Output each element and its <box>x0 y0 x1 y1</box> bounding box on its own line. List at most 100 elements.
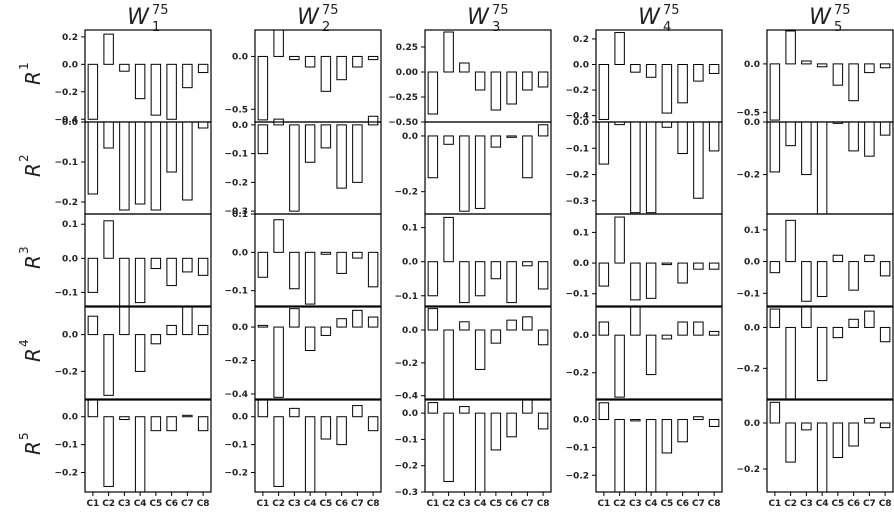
bar-c4 <box>645 64 657 78</box>
bar-c7 <box>864 254 875 263</box>
y-tick-label: −0.1 <box>566 290 589 300</box>
panel-r1-c3: 0.25 0.00 −0.25 −0.50 <box>388 29 552 128</box>
bar-c7 <box>693 416 704 421</box>
x-tick-label-c5: C5 <box>489 499 502 509</box>
bar-c1 <box>257 399 269 418</box>
y-tick-label: −0.4 <box>566 112 589 122</box>
y-tick-label: 0.1 <box>402 224 418 234</box>
x-tick-label-c7: C7 <box>521 499 534 509</box>
bar-c5 <box>150 63 162 116</box>
bar-c3 <box>801 261 812 302</box>
panel-frame <box>766 213 894 307</box>
row-title-sup-1: 1 <box>17 62 31 70</box>
panel-r3-c4: 0.1 0.0 −0.1 <box>566 213 723 307</box>
bar-c5 <box>661 64 673 114</box>
bar-c2 <box>103 33 114 65</box>
panel-r4-c2: 0.0 −0.2 −0.4 <box>225 306 382 400</box>
bar-c6 <box>848 422 859 447</box>
panel-frame <box>424 306 552 400</box>
x-tick-label-c3: C3 <box>288 499 301 509</box>
y-tick-label: 0.0 <box>573 61 589 71</box>
panel-r3-c3: 0.1 0.0 −0.1 <box>395 213 552 307</box>
panel-frame <box>766 399 894 493</box>
bar-c1 <box>598 321 610 336</box>
bar-c7 <box>522 316 533 331</box>
y-tick-label: −0.1 <box>225 287 248 297</box>
bar-c6 <box>677 64 688 104</box>
bar-c1 <box>769 121 781 173</box>
x-tick-label-c8: C8 <box>879 499 892 509</box>
y-tick-label: −0.2 <box>566 86 589 96</box>
bar-c7 <box>522 261 533 267</box>
bar-c1 <box>427 135 439 179</box>
bar-c2 <box>614 419 625 493</box>
row-title-sup-3: 3 <box>17 246 31 254</box>
bar-c3 <box>459 321 470 331</box>
bar-c3 <box>630 262 641 301</box>
bar-c5 <box>832 254 844 263</box>
y-tick-label: −0.3 <box>566 197 589 207</box>
y-tick-label: −0.2 <box>395 359 418 369</box>
bar-c4 <box>645 121 657 214</box>
bar-c1 <box>769 261 781 274</box>
y-tick-label: 0.0 <box>62 331 78 341</box>
bar-c5 <box>661 262 673 266</box>
y-tick-label: 0.0 <box>744 258 760 268</box>
x-tick-label-c6: C6 <box>847 499 860 509</box>
bar-c7 <box>182 121 193 201</box>
y-tick-label: −0.5 <box>737 108 760 118</box>
column-title-sup-1: 75 <box>152 3 169 18</box>
bar-c8 <box>367 416 379 432</box>
bar-c4 <box>304 416 316 493</box>
bar-c4 <box>134 334 146 372</box>
row-title-2: R2 <box>17 154 45 177</box>
y-tick-label: −0.2 <box>737 171 760 181</box>
bar-c7 <box>522 71 533 91</box>
x-tick-label-c7: C7 <box>351 499 364 509</box>
y-tick-label: 0.0 <box>573 259 589 269</box>
x-tick-label-c1: C1 <box>86 499 99 509</box>
y-tick-label: −0.1 <box>737 289 760 299</box>
x-tick-label-c1: C1 <box>256 499 269 509</box>
bar-c6 <box>166 324 177 336</box>
bar-c2 <box>443 216 454 263</box>
panel-r4-c4: 0.0 −0.2 <box>566 306 723 400</box>
bar-c1 <box>87 121 99 195</box>
y-tick-label: −0.3 <box>225 207 248 217</box>
y-tick-label: −0.1 <box>55 441 78 451</box>
column-title-sub-1: 1 <box>152 20 160 35</box>
bar-c4 <box>304 326 316 351</box>
bar-c3 <box>459 406 470 414</box>
bar-c8 <box>197 416 209 432</box>
bar-c1 <box>257 251 269 278</box>
x-tick-label-c4: C4 <box>304 499 317 509</box>
y-tick-label: 0.0 <box>744 60 760 70</box>
bar-c3 <box>289 55 300 61</box>
x-tick-label-c4: C4 <box>816 499 829 509</box>
bar-c1 <box>598 402 610 421</box>
bar-c5 <box>320 55 332 92</box>
row-title-1: R1 <box>17 62 45 85</box>
x-tick-label-c4: C4 <box>474 499 487 509</box>
y-tick-label: −0.1 <box>566 443 589 453</box>
bar-c1 <box>87 257 99 293</box>
y-tick-label: 0.0 <box>573 118 589 128</box>
bar-c4 <box>304 124 316 163</box>
bar-c2 <box>273 29 284 57</box>
bar-c8 <box>197 324 209 336</box>
bar-c3 <box>801 306 812 328</box>
panel-frame <box>766 306 894 400</box>
bar-c7 <box>182 414 193 418</box>
bar-c1 <box>769 63 781 121</box>
x-tick-label-c6: C6 <box>335 499 348 509</box>
row-title-3: R3 <box>17 246 45 269</box>
panel-frame <box>424 213 552 307</box>
x-tick-label-c4: C4 <box>645 499 658 509</box>
bar-c8 <box>708 64 720 74</box>
panel-frame <box>84 213 212 307</box>
panel-r2-c5: 0.0 −0.2 <box>737 118 894 215</box>
bar-c6 <box>677 321 688 336</box>
bar-c8 <box>197 257 209 276</box>
bar-c3 <box>289 407 300 418</box>
bar-c1 <box>257 324 269 328</box>
